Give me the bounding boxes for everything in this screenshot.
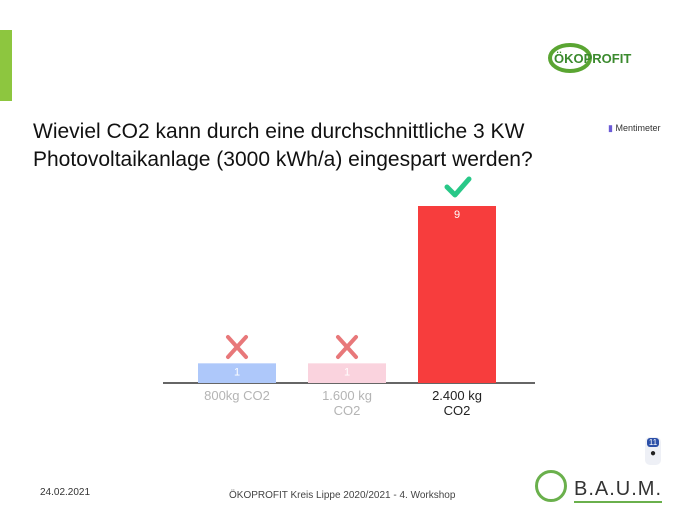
accent-bar — [0, 30, 12, 101]
category-label: 2.400 kg CO2 — [432, 388, 482, 418]
wrong-icon — [336, 335, 358, 359]
participants-badge: 11 ● — [645, 437, 661, 465]
bar — [198, 363, 276, 383]
brand: ▮ Mentimeter — [608, 123, 661, 133]
value-label: 1 — [344, 366, 350, 378]
okoprofit-logo: ÖKOPROFIT — [548, 43, 631, 73]
badge-count: 11 — [647, 438, 659, 447]
bar — [418, 206, 496, 383]
value-label: 1 — [234, 366, 240, 378]
correct-icon — [444, 176, 472, 198]
bar — [308, 363, 386, 383]
person-icon: ● — [649, 448, 657, 459]
category-label: 1.600 kg CO2 — [322, 388, 372, 418]
logo-ring — [548, 43, 592, 73]
brand-text: Mentimeter — [615, 123, 661, 133]
baum-icon — [535, 470, 567, 502]
value-label: 9 — [454, 209, 460, 221]
logo-text: ÖKOPROFIT — [554, 51, 631, 66]
date: 24.02.2021 — [40, 487, 91, 498]
footer: ÖKOPROFIT Kreis Lippe 2020/2021 - 4. Wor… — [229, 490, 456, 501]
category-label: 800kg CO2 — [204, 388, 270, 403]
baum-logo: B.A.U.M. — [574, 478, 663, 503]
wrong-icon — [226, 335, 248, 359]
chart-title: Wieviel CO2 kann durch eine durchschnitt… — [33, 120, 533, 171]
